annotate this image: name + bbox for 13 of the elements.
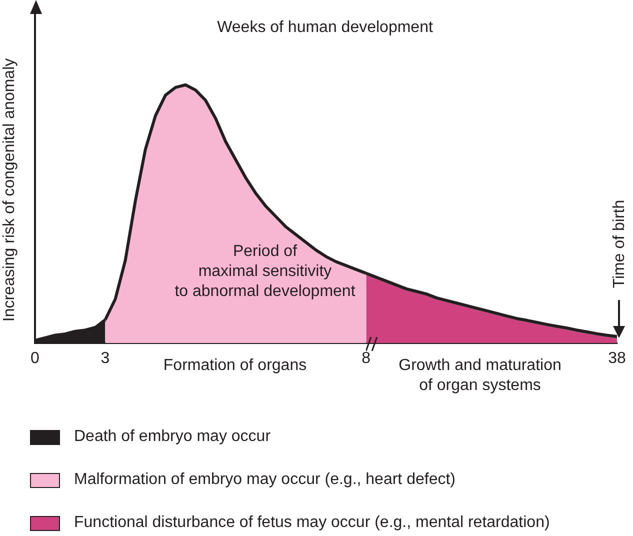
text: Formation of organs <box>162 356 308 376</box>
x-tick-label: 8 <box>362 350 371 368</box>
legend-label: Malformation of embryo may occur (e.g., heart defect) <box>74 471 456 489</box>
y-axis-title: Increasing risk of congenital anomaly <box>0 57 19 324</box>
x-tick-label: 0 <box>30 350 40 368</box>
annotation: Time of birth <box>610 198 629 290</box>
legend-label: Functional disturbance of fetus may occur (e.g., mental retardation) <box>74 514 550 532</box>
legend-label: Death of embryo may occur <box>74 428 271 446</box>
x-tick-label: 38 <box>608 350 626 368</box>
annotation: Period of maximal sensitivity to abnormal development <box>174 242 356 302</box>
text: Growth and maturation of organ systems <box>398 356 562 396</box>
chart-title: Weeks of human development <box>216 18 434 38</box>
x-tick-label: 3 <box>100 350 110 368</box>
